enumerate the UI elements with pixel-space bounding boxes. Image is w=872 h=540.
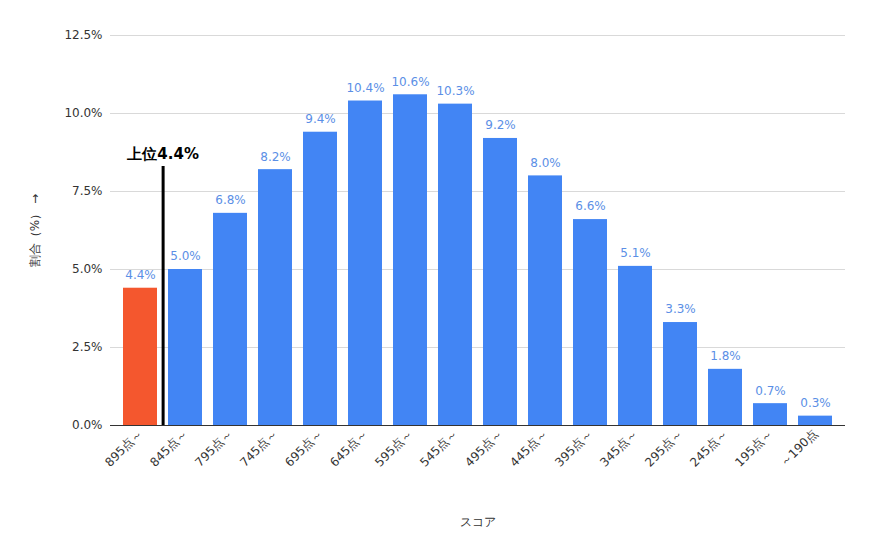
svg-text:795点～: 795点～ [192, 426, 235, 469]
svg-text:9.2%: 9.2% [485, 118, 516, 132]
svg-text:10.0%: 10.0% [64, 106, 102, 120]
svg-text:495点～: 495点～ [462, 426, 505, 469]
svg-text:895点～: 895点～ [102, 426, 145, 469]
svg-text:345点～: 345点～ [597, 426, 640, 469]
svg-text:3.3%: 3.3% [665, 302, 696, 316]
svg-text:8.0%: 8.0% [530, 156, 561, 170]
svg-text:1.8%: 1.8% [710, 349, 741, 363]
svg-text:6.8%: 6.8% [215, 193, 246, 207]
svg-text:195点～: 195点～ [732, 426, 775, 469]
svg-text:645点～: 645点～ [327, 426, 370, 469]
svg-text:595点～: 595点～ [372, 426, 415, 469]
svg-text:スコア: スコア [460, 515, 496, 529]
svg-text:5.0%: 5.0% [170, 249, 201, 263]
svg-text:7.5%: 7.5% [72, 184, 103, 198]
svg-text:10.4%: 10.4% [346, 81, 384, 95]
svg-text:295点～: 295点～ [642, 426, 685, 469]
svg-text:0.7%: 0.7% [755, 384, 786, 398]
svg-text:12.5%: 12.5% [64, 28, 102, 42]
svg-text:695点～: 695点～ [282, 426, 325, 469]
svg-text:0.3%: 0.3% [800, 396, 831, 410]
svg-text:5.0%: 5.0% [72, 262, 103, 276]
svg-text:10.6%: 10.6% [391, 75, 429, 89]
svg-text:445点～: 445点～ [507, 426, 550, 469]
svg-text:5.1%: 5.1% [620, 246, 651, 260]
svg-text:割合（%） →: 割合（%） → [28, 194, 42, 267]
svg-text:245点～: 245点～ [687, 426, 730, 469]
svg-text:845点～: 845点～ [147, 426, 190, 469]
svg-text:8.2%: 8.2% [260, 150, 291, 164]
svg-text:6.6%: 6.6% [575, 199, 606, 213]
svg-text:545点～: 545点～ [417, 426, 460, 469]
svg-text:395点～: 395点～ [552, 426, 595, 469]
svg-text:上位4.4%: 上位4.4% [126, 145, 199, 163]
svg-text:2.5%: 2.5% [72, 340, 103, 354]
svg-text:9.4%: 9.4% [305, 112, 336, 126]
svg-text:10.3%: 10.3% [436, 84, 474, 98]
svg-text:745点～: 745点～ [237, 426, 280, 469]
svg-text:～190点: ～190点 [777, 426, 820, 469]
svg-text:4.4%: 4.4% [125, 268, 156, 282]
svg-text:0.0%: 0.0% [72, 418, 103, 432]
